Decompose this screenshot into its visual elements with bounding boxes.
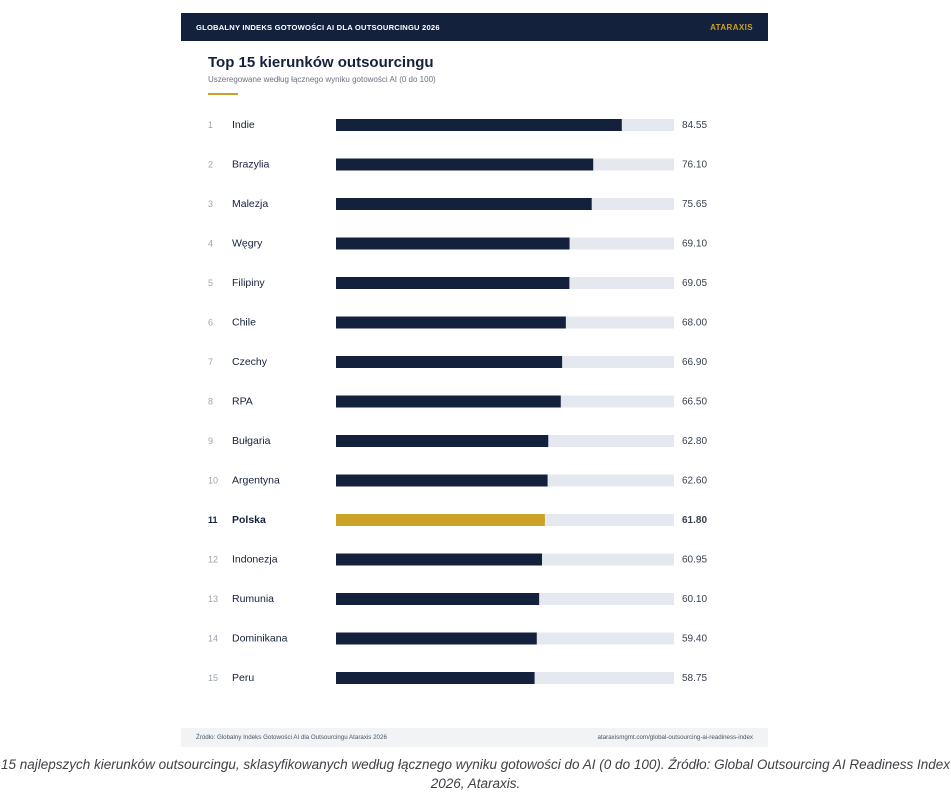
rank-label: 7: [208, 357, 213, 367]
chart-card: GLOBALNY INDEKS GOTOWOŚCI AI DLA OUTSOUR…: [181, 13, 768, 747]
bar: [336, 356, 563, 368]
rank-label: 6: [208, 318, 213, 328]
bar: [336, 277, 570, 289]
value-label: 68.00: [682, 318, 707, 329]
rank-label: 15: [208, 673, 218, 683]
category-label: Rumunia: [232, 593, 274, 605]
title-accent-line: [208, 93, 238, 95]
category-label: RPA: [232, 396, 253, 408]
rank-label: 12: [208, 555, 218, 565]
rank-label: 11: [208, 515, 218, 525]
value-label: 84.55: [682, 120, 707, 131]
chart-subtitle: Uszeregowane według łącznego wyniku goto…: [208, 75, 436, 84]
value-label: 60.10: [682, 594, 707, 605]
rank-label: 8: [208, 397, 213, 407]
bar: [336, 474, 548, 487]
brand-logo-text: ATARAXIS: [710, 22, 753, 32]
rank-label: 2: [208, 160, 213, 170]
bar: [336, 553, 543, 566]
header-title: GLOBALNY INDEKS GOTOWOŚCI AI DLA OUTSOUR…: [196, 22, 440, 32]
bar: [336, 593, 540, 605]
value-label: 75.65: [682, 199, 707, 210]
category-label: Indonezja: [232, 554, 278, 566]
rank-label: 13: [208, 594, 218, 604]
chart-title: Top 15 kierunków outsourcingu: [208, 54, 434, 71]
bar: [336, 119, 622, 131]
value-label: 61.80: [682, 515, 707, 526]
category-label: Bułgaria: [232, 435, 271, 447]
rank-label: 4: [208, 239, 213, 249]
category-label: Czechy: [232, 356, 268, 368]
rank-label: 5: [208, 278, 213, 288]
value-label: 58.75: [682, 673, 707, 684]
figure-caption: 15 najlepszych kierunków outsourcingu, s…: [0, 757, 950, 791]
category-label: Dominikana: [232, 633, 288, 645]
bar-highlight: [336, 514, 545, 526]
bar: [336, 672, 535, 684]
category-label: Malezja: [232, 198, 268, 210]
bar: [336, 316, 566, 329]
category-label: Brazylia: [232, 159, 270, 171]
rank-label: 10: [208, 476, 218, 486]
footer-source: Źródło: Globalny Indeks Gotowości AI dla…: [196, 734, 387, 741]
bar: [336, 632, 537, 645]
category-label: Indie: [232, 119, 255, 131]
rank-label: 14: [208, 634, 218, 644]
category-label: Filipiny: [232, 277, 265, 289]
value-label: 62.60: [682, 476, 707, 487]
footer-url: ataraxismgmt.com/global-outsourcing-ai-r…: [597, 734, 753, 741]
rank-label: 9: [208, 436, 213, 446]
value-label: 69.10: [682, 239, 707, 250]
bar: [336, 435, 549, 447]
category-label: Polska: [232, 514, 266, 526]
value-label: 69.05: [682, 278, 707, 289]
value-label: 76.10: [682, 160, 707, 171]
category-label: Peru: [232, 672, 254, 684]
bar: [336, 237, 570, 250]
category-label: Chile: [232, 317, 256, 329]
bar: [336, 198, 592, 210]
value-label: 66.90: [682, 357, 707, 368]
bar: [336, 395, 561, 408]
value-label: 66.50: [682, 397, 707, 408]
bar-chart: 1 Indie 84.55 2 Brazylia 76.10 3 Malezja 75.65 4 W…: [208, 119, 707, 684]
bar: [336, 158, 594, 171]
rank-label: 1: [208, 120, 213, 130]
value-label: 62.80: [682, 436, 707, 447]
value-label: 60.95: [682, 555, 707, 566]
header-bar: GLOBALNY INDEKS GOTOWOŚCI AI DLA OUTSOUR…: [181, 13, 768, 41]
footer-bar: Źródło: Globalny Indeks Gotowości AI dla…: [181, 728, 768, 747]
rank-label: 3: [208, 199, 213, 209]
category-label: Węgry: [232, 238, 263, 250]
category-label: Argentyna: [232, 475, 280, 487]
value-label: 59.40: [682, 634, 707, 645]
